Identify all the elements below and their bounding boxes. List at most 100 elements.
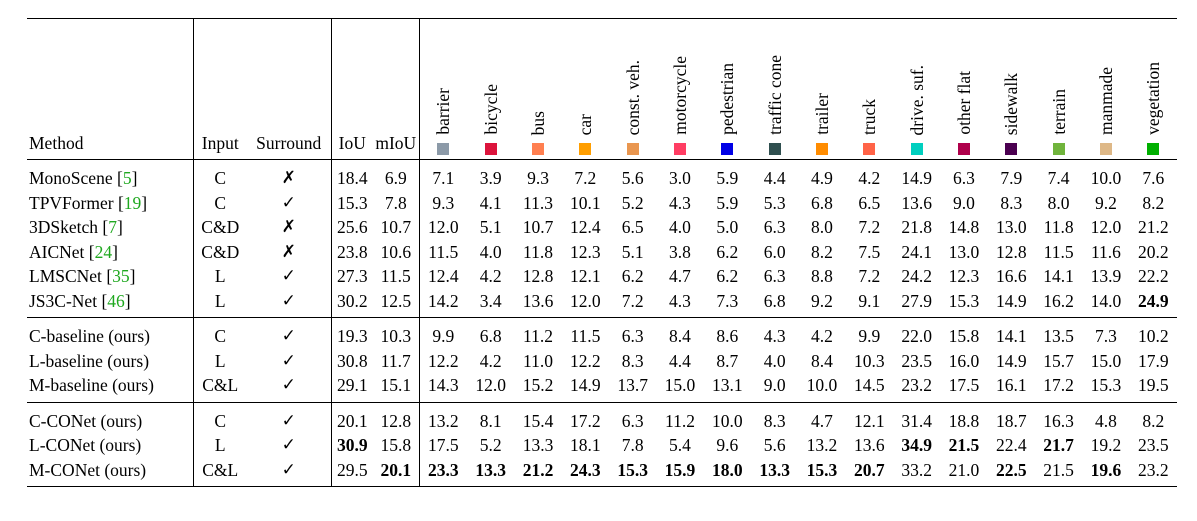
class-value-cell: 9.1: [858, 290, 881, 311]
class-color-swatch: [957, 143, 970, 155]
class-value-cell: 18.1: [570, 435, 601, 455]
class-value-cell: 15.9: [664, 459, 696, 480]
citation-link[interactable]: 19: [123, 192, 142, 213]
header-miou: mIoU: [373, 18, 420, 160]
table-row: L-CONet (ours) L ✓ 30.9 15.8 17.5 5.2 13.3 18.1 7…: [27, 433, 1177, 458]
class-value-cell: 8.2: [1129, 401, 1177, 433]
citation-link[interactable]: 7: [108, 217, 117, 237]
class-value-cell: 13.1: [712, 375, 743, 395]
class-color-swatch: [815, 143, 828, 155]
class-value-cell: 18.7: [987, 401, 1035, 433]
class-color-swatch: [532, 143, 544, 155]
surround-mark: ✓: [247, 190, 332, 215]
class-value-cell: 11.8: [1043, 217, 1074, 237]
class-value-cell: 13.6: [853, 435, 885, 455]
class-value-cell: 4.3: [750, 317, 799, 349]
header-class-3: car: [561, 18, 609, 160]
input-cell: L: [214, 435, 226, 455]
iou-cell: 20.1: [331, 401, 373, 433]
citation-link[interactable]: 24: [94, 241, 113, 262]
class-value-cell: 8.1: [467, 401, 515, 433]
method-name: JS3C-Net: [29, 290, 98, 311]
class-value-cell: 9.9: [845, 317, 893, 349]
class-value-cell: 13.3: [475, 459, 506, 480]
class-value-cell: 14.3: [427, 375, 459, 395]
input-cell: L: [214, 266, 226, 286]
table-row: L-baseline (ours) L ✓ 30.8 11.7 12.2 4.2 11.0 12…: [27, 348, 1177, 373]
class-value-cell: 13.9: [1090, 266, 1122, 286]
class-value-cell: 22.0: [892, 317, 941, 349]
class-value-cell: 6.2: [716, 241, 739, 262]
citation-link[interactable]: 5: [122, 168, 132, 188]
class-value-cell: 23.5: [1137, 435, 1169, 455]
class-value-cell: 22.2: [1137, 266, 1169, 286]
input-cell: C: [214, 168, 227, 188]
class-value-cell: 14.1: [987, 317, 1035, 349]
method-cell: C-baseline (ours): [27, 317, 194, 349]
class-value-cell: 5.0: [716, 217, 739, 237]
input-cell: C: [193, 317, 247, 349]
class-value-cell: 13.2: [419, 401, 468, 433]
class-value-cell: 6.5: [621, 217, 644, 237]
class-value-cell: 7.6: [1142, 168, 1165, 188]
class-value-cell: 6.2: [621, 266, 644, 286]
class-value-cell: 12.4: [570, 217, 601, 237]
miou-cell: 7.8: [373, 190, 420, 215]
class-value-cell: 23.3: [427, 459, 459, 480]
class-value-cell: 24.3: [570, 459, 601, 480]
iou-cell: 18.4: [336, 168, 368, 188]
class-value-cell: 14.2: [427, 290, 459, 311]
iou-cell: 29.1: [336, 375, 368, 395]
class-value-cell: 6.3: [763, 217, 786, 237]
class-name: motorcycle: [669, 56, 690, 135]
method-name: LMSCNet: [29, 266, 102, 286]
class-name: traffic cone: [764, 55, 785, 135]
header-iou: IoU: [331, 18, 373, 160]
table-row: M-CONet (ours) C&L ✓ 29.5 20.1 23.3 13.3 21.2 24…: [27, 457, 1177, 487]
citation-link[interactable]: 35: [112, 266, 130, 286]
method-cell: LMSCNet [35]: [27, 264, 194, 289]
input-cell: C: [214, 192, 227, 213]
iou-cell: 29.5: [336, 459, 368, 480]
class-value-cell: 16.1: [995, 375, 1027, 395]
class-value-cell: 14.9: [570, 375, 601, 395]
class-value-cell: 21.0: [948, 459, 980, 480]
table-row: AICNet [24] C&D ✗ 23.8 10.6 11.5 4.0 11.8 12.3 5.…: [27, 239, 1177, 264]
method-name: C-baseline (ours): [29, 326, 151, 346]
header-class-13: terrain: [1034, 18, 1083, 160]
class-color-swatch: [768, 143, 781, 155]
input-cell: C: [193, 401, 247, 433]
input-cell: C&L: [202, 375, 239, 395]
header-method: Method: [27, 18, 193, 160]
class-value-cell: 12.0: [475, 375, 506, 395]
table-row: LMSCNet [35] L ✓ 27.3 11.5 12.4 4.2 12.8 12.1 6.2…: [27, 264, 1177, 289]
class-color-swatch: [1099, 143, 1112, 155]
surround-mark: ✓: [247, 457, 332, 487]
miou-cell: 10.6: [373, 239, 420, 264]
class-value-cell: 4.0: [763, 350, 786, 371]
class-value-cell: 10.0: [806, 375, 838, 395]
class-value-cell: 6.3: [609, 317, 657, 349]
method-cell: 3DSketch [7]: [27, 215, 194, 240]
class-value-cell: 21.7: [1043, 435, 1074, 455]
class-value-cell: 8.3: [621, 350, 644, 371]
class-value-cell: 21.2: [1137, 217, 1169, 237]
class-value-cell: 5.1: [621, 241, 644, 262]
class-color-swatch: [721, 143, 734, 155]
class-value-cell: 10.0: [703, 401, 751, 433]
class-name: barrier: [433, 88, 454, 135]
header-class-7: traffic cone: [750, 18, 799, 160]
class-value-cell: 31.4: [892, 401, 941, 433]
class-color-swatch: [626, 143, 639, 155]
class-value-cell: 10.3: [853, 350, 885, 371]
class-color-swatch: [437, 143, 450, 155]
miou-cell: 10.3: [373, 317, 420, 349]
class-value-cell: 11.0: [523, 350, 553, 371]
class-value-cell: 14.5: [853, 375, 885, 395]
class-value-cell: 12.2: [570, 350, 601, 371]
class-value-cell: 13.3: [522, 435, 554, 455]
citation-link[interactable]: 46: [107, 290, 125, 311]
class-value-cell: 15.3: [806, 459, 838, 480]
class-name: vegetation: [1143, 62, 1164, 135]
class-value-cell: 4.8: [1082, 401, 1130, 433]
